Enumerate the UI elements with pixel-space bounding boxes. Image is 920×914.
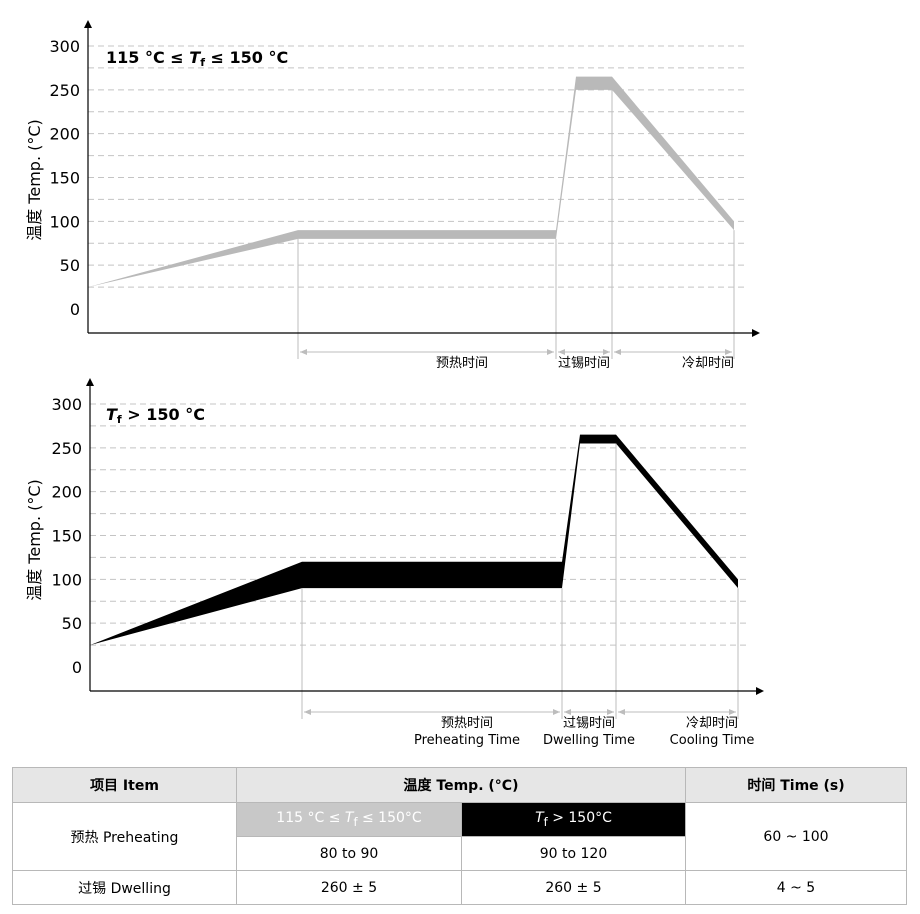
- x-axis-arrow: [756, 687, 764, 695]
- y-tick-label: 0: [70, 300, 80, 319]
- y-tick-label: 150: [51, 527, 82, 546]
- condition-a-header: 115 °C ≤ Tf ≤ 150°C: [236, 802, 462, 837]
- y-tick-label: 200: [51, 483, 82, 502]
- header-temp: 温度 Temp. (°C): [236, 767, 686, 803]
- x-axis-arrow: [752, 329, 760, 337]
- y-axis-arrow: [86, 378, 94, 386]
- table-row: 80 to 90 90 to 120: [13, 836, 907, 871]
- temperature-band: [88, 76, 734, 288]
- preheat-temp-b: 90 to 120: [461, 836, 686, 871]
- phase-label-cn: 冷却时间: [686, 716, 738, 731]
- phase-label-en: Dwelling Time: [543, 733, 635, 748]
- phase-arrow-left: [614, 349, 621, 355]
- preheat-temp-a: 80 to 90: [236, 836, 462, 871]
- dwell-temp-b: 260 ± 5: [461, 870, 686, 905]
- phase-markers: [301, 443, 739, 719]
- table-row: 过锡 Dwelling 260 ± 5 260 ± 5 4 ~ 5: [12, 870, 907, 905]
- y-tick-label: 200: [49, 125, 80, 144]
- y-tick-label: 50: [62, 614, 82, 633]
- phase-arrow-left: [304, 709, 311, 715]
- phase-arrow-left: [558, 349, 565, 355]
- y-tick-label: 100: [49, 212, 80, 231]
- row-preheat-label: 预热 Preheating: [12, 802, 237, 871]
- phase-markers: [297, 89, 735, 359]
- table-header-row: 项目 Item 温度 Temp. (°C) 时间 Time (s): [12, 767, 907, 803]
- y-axis-label: 温度 Temp. (°C): [25, 479, 44, 601]
- spec-table: 项目 Item 温度 Temp. (°C) 时间 Time (s) 预热 Pre…: [12, 767, 907, 905]
- phase-label-cn: 预热时间: [436, 356, 488, 370]
- y-tick-label: 150: [49, 169, 80, 188]
- dwell-time: 4 ~ 5: [685, 870, 907, 905]
- phase-label-en: Preheating Time: [414, 733, 520, 748]
- header-time: 时间 Time (s): [685, 767, 907, 803]
- phase-label-cn: 预热时间: [441, 716, 493, 731]
- table-row: 预热 Preheating 115 °C ≤ Tf ≤ 150°C Tf > 1…: [12, 802, 907, 871]
- phase-arrow-right: [553, 709, 560, 715]
- dwell-temp-a: 260 ± 5: [236, 870, 462, 905]
- y-ticks: 0 50 100 150 200 250 300: [49, 37, 80, 319]
- phase-arrow-right: [547, 349, 554, 355]
- y-tick-label: 100: [51, 570, 82, 589]
- y-tick-label: 0: [72, 658, 82, 677]
- temperature-band: [90, 434, 738, 646]
- y-axis-label: 温度 Temp. (°C): [25, 119, 44, 241]
- y-axis-arrow: [84, 20, 92, 28]
- phase-arrow-left: [300, 349, 307, 355]
- phase-label-cn: 过锡时间: [558, 356, 610, 370]
- grid-lines: [88, 45, 744, 288]
- y-ticks: 0 50 100 150 200 250 300: [51, 395, 82, 677]
- phase-label-en: Cooling Time: [670, 733, 755, 748]
- condition-label: 115 °C ≤ Tf ≤ 150 °C: [106, 48, 288, 69]
- y-tick-label: 250: [49, 81, 80, 100]
- y-tick-label: 250: [51, 439, 82, 458]
- condition-label: Tf > 150 °C: [106, 405, 205, 426]
- chart-top: 0 50 100 150 200 250 300 温度 Temp. (°C) 115 °C …: [25, 20, 760, 370]
- phase-labels: 预热时间 Preheating Time 过锡时间 Dwelling Time 冷却时间…: [414, 716, 754, 748]
- header-item: 项目 Item: [12, 767, 237, 803]
- y-tick-label: 50: [60, 256, 80, 275]
- phase-arrow-right: [607, 709, 614, 715]
- phase-label-cn: 冷却时间: [682, 356, 734, 370]
- phase-arrow-right: [603, 349, 610, 355]
- condition-b-header: Tf > 150°C: [461, 802, 686, 837]
- phase-arrow-right: [725, 349, 732, 355]
- phase-label-cn: 过锡时间: [563, 716, 615, 731]
- y-tick-label: 300: [51, 395, 82, 414]
- y-tick-label: 300: [49, 37, 80, 56]
- chart-bottom: 0 50 100 150 200 250 300 温度 Temp. (°C) Tf > 15…: [25, 378, 764, 748]
- phase-arrow-right: [729, 709, 736, 715]
- preheat-time: 60 ~ 100: [685, 802, 907, 871]
- row-dwell-label: 过锡 Dwelling: [12, 870, 237, 905]
- phase-arrow-left: [618, 709, 625, 715]
- phase-arrow-left: [564, 709, 571, 715]
